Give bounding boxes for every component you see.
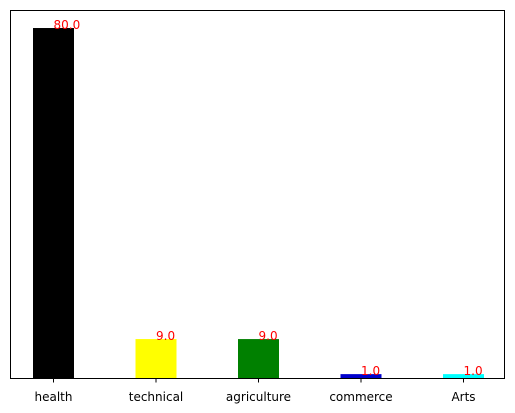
x-tick-label-technical: technical bbox=[129, 390, 184, 404]
data-label-health: 80.0 bbox=[54, 18, 81, 32]
x-tick-label-health: health bbox=[35, 390, 73, 404]
x-tick-label-arts: Arts bbox=[451, 390, 475, 404]
x-tick-label-agriculture: agriculture bbox=[226, 390, 291, 404]
plot-frame bbox=[10, 10, 505, 379]
bar-commerce bbox=[340, 374, 382, 379]
data-label-agriculture: 9.0 bbox=[259, 329, 278, 343]
data-label-commerce: 1.0 bbox=[361, 364, 380, 378]
bars-layer bbox=[33, 28, 484, 379]
bar-agriculture bbox=[238, 339, 279, 379]
x-ticks-layer: health technical agriculture commerce Arts bbox=[35, 378, 476, 404]
bar-technical bbox=[135, 339, 177, 379]
data-label-arts: 1.0 bbox=[464, 364, 483, 378]
data-labels-layer: 80.0 9.0 9.0 1.0 1.0 bbox=[54, 18, 483, 378]
bar-health bbox=[33, 28, 74, 379]
x-tick-label-commerce: commerce bbox=[329, 390, 392, 404]
bar-arts bbox=[443, 374, 484, 379]
data-label-technical: 9.0 bbox=[156, 329, 175, 343]
